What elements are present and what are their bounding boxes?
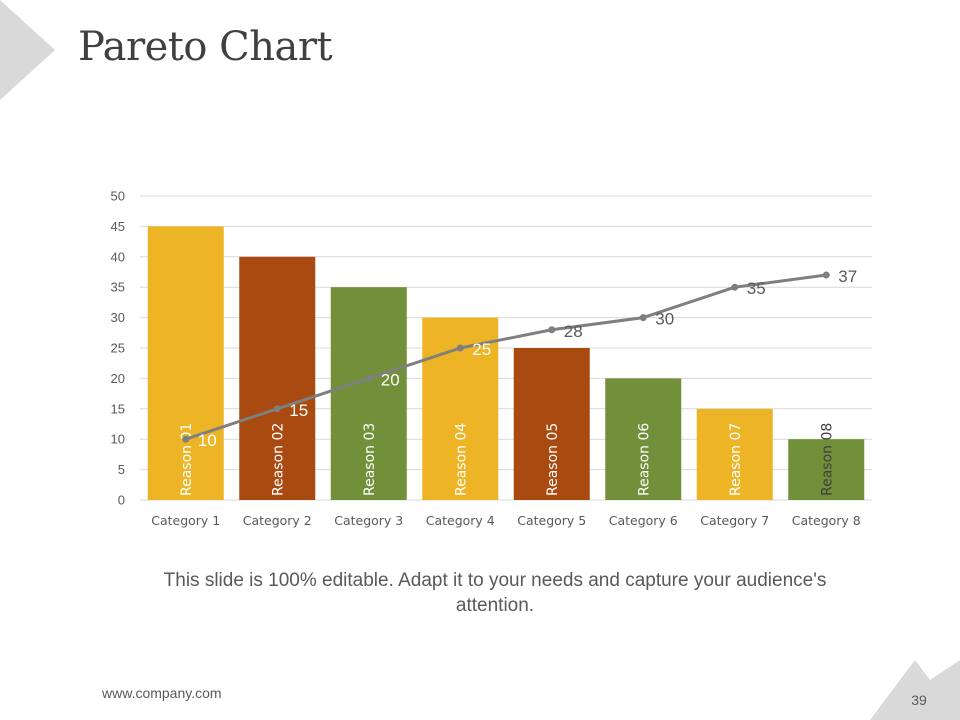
y-tick-label: 15 bbox=[111, 401, 125, 416]
page-number: 39 bbox=[911, 692, 927, 708]
bar bbox=[788, 439, 865, 500]
footer-url[interactable]: www.company.com bbox=[102, 685, 222, 701]
line-point bbox=[639, 314, 647, 322]
bar-label: Reason 08 bbox=[819, 423, 835, 496]
line-data-label: 25 bbox=[472, 340, 491, 359]
bar-label: Reason 06 bbox=[636, 423, 652, 496]
bar-label: Reason 05 bbox=[545, 423, 561, 496]
y-tick-label: 45 bbox=[111, 219, 125, 234]
corner-decoration-top bbox=[0, 0, 55, 100]
x-tick-label: Category 4 bbox=[426, 513, 495, 528]
y-tick-label: 35 bbox=[111, 280, 125, 295]
line-point bbox=[731, 283, 739, 291]
bar bbox=[605, 378, 682, 500]
bar bbox=[696, 408, 773, 500]
y-tick-label: 20 bbox=[111, 371, 125, 386]
bar-label: Reason 02 bbox=[270, 423, 286, 496]
x-tick-label: Category 6 bbox=[609, 513, 678, 528]
bar-label: Reason 04 bbox=[453, 423, 469, 496]
line-point bbox=[822, 271, 830, 279]
y-tick-label: 25 bbox=[111, 341, 125, 356]
bar bbox=[513, 348, 590, 500]
bar bbox=[147, 226, 224, 500]
y-tick-label: 5 bbox=[118, 462, 125, 477]
slide-title: Pareto Chart bbox=[78, 24, 333, 70]
y-tick-label: 50 bbox=[111, 189, 125, 204]
bar-label: Reason 03 bbox=[362, 423, 378, 496]
bar-label: Reason 01 bbox=[179, 423, 195, 496]
y-tick-label: 0 bbox=[118, 493, 125, 508]
line-data-label: 35 bbox=[747, 279, 766, 298]
line-point bbox=[273, 405, 281, 413]
bar bbox=[330, 287, 407, 500]
x-tick-label: Category 1 bbox=[151, 513, 220, 528]
line-data-label: 15 bbox=[289, 401, 308, 420]
bar-label: Reason 07 bbox=[728, 423, 744, 496]
line-data-label: 30 bbox=[655, 310, 674, 329]
line-data-label: 37 bbox=[838, 267, 857, 286]
slide-caption: This slide is 100% editable. Adapt it to… bbox=[163, 570, 827, 616]
y-tick-label: 10 bbox=[111, 432, 125, 447]
y-tick-label: 30 bbox=[111, 310, 125, 325]
x-tick-label: Category 3 bbox=[334, 513, 403, 528]
line-point bbox=[548, 326, 556, 334]
line-data-label: 20 bbox=[381, 370, 400, 389]
cumulative-line bbox=[185, 273, 827, 441]
x-tick-label: Category 2 bbox=[243, 513, 312, 528]
x-tick-label: Category 5 bbox=[517, 513, 586, 528]
x-tick-label: Category 8 bbox=[792, 513, 861, 528]
line-point bbox=[456, 344, 464, 352]
corner-decoration-bottom bbox=[870, 660, 960, 720]
y-tick-label: 40 bbox=[111, 249, 125, 264]
bar bbox=[239, 256, 316, 500]
x-tick-label: Category 7 bbox=[700, 513, 769, 528]
line-point bbox=[182, 435, 190, 443]
line-data-label: 10 bbox=[198, 431, 217, 450]
line-data-label: 28 bbox=[564, 322, 583, 341]
line-point bbox=[365, 374, 373, 382]
